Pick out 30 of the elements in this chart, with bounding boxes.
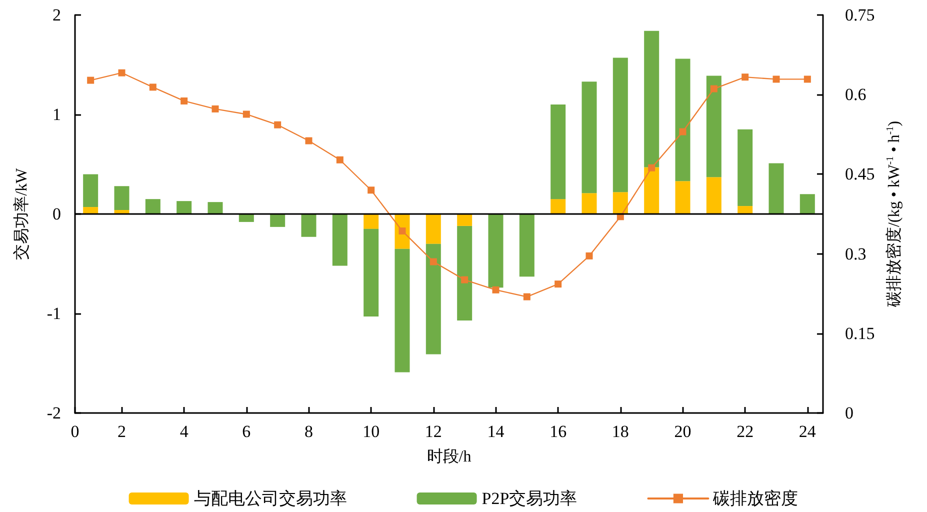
y2-tick-label: 0.45 bbox=[845, 164, 875, 184]
y-tick-label: -2 bbox=[46, 404, 61, 422]
x-tick-label: 8 bbox=[304, 422, 313, 441]
x-tick-label: 10 bbox=[362, 422, 380, 441]
x-tick-label: 20 bbox=[674, 422, 692, 441]
y-tick-label: 1 bbox=[52, 105, 61, 124]
y-tick-label: -1 bbox=[46, 304, 61, 323]
legend-label: 与配电公司交易功率 bbox=[194, 489, 347, 508]
x-tick-label: 0 bbox=[70, 422, 80, 441]
x-tick-label: 24 bbox=[798, 422, 816, 441]
y-axis-title: 交易功率/kW bbox=[12, 167, 30, 260]
x-axis-title: 时段/h bbox=[426, 448, 472, 466]
y-tick-label: 0 bbox=[52, 204, 61, 224]
legend-label: P2P交易功率 bbox=[482, 489, 578, 508]
x-tick-label: 2 bbox=[118, 422, 126, 441]
y2-tick-label: 0.6 bbox=[845, 85, 866, 104]
y2-tick-label: 0 bbox=[845, 404, 854, 422]
x-tick-label: 22 bbox=[736, 422, 754, 441]
y2-tick-label: 0.75 bbox=[845, 6, 875, 24]
x-tick-label: 4 bbox=[180, 422, 189, 441]
x-tick-label: 14 bbox=[487, 422, 505, 441]
y2-tick-label: 0.15 bbox=[845, 324, 875, 343]
x-tick-label: 16 bbox=[550, 422, 567, 441]
y2-axis-title: 碳排放密度/(kg • kW-1 • h-1) bbox=[885, 120, 904, 308]
legend-label: 碳排放密度 bbox=[712, 489, 798, 508]
y-tick-label: 2 bbox=[52, 6, 61, 24]
x-tick-label: 6 bbox=[242, 422, 251, 441]
x-tick-label: 12 bbox=[424, 422, 442, 441]
x-tick-label: 18 bbox=[612, 422, 629, 441]
y2-tick-label: 0.3 bbox=[845, 244, 866, 264]
